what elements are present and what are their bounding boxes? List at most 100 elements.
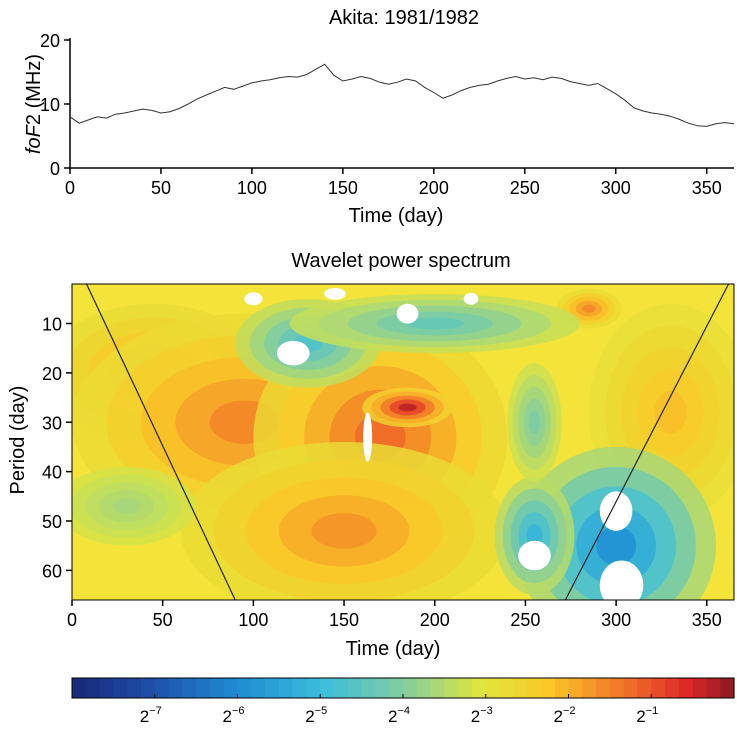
colorbar-cell <box>265 678 280 698</box>
colorbar-cell <box>140 678 156 698</box>
colorbar-cell <box>513 678 528 698</box>
wavelet-white-region <box>396 303 419 324</box>
wavelet-y-tick-label: 10 <box>42 315 62 335</box>
colorbar-cell <box>72 678 87 698</box>
colorbar-cell <box>375 678 390 698</box>
top-x-tick-label: 350 <box>692 178 722 198</box>
colorbar-cell <box>223 678 239 698</box>
wavelet-x-tick-label: 150 <box>329 610 359 630</box>
colorbar-cell <box>527 678 542 698</box>
wavelet-white-region <box>324 287 346 300</box>
colorbar-cell <box>127 678 142 698</box>
colorbar-tick-label: 2−5 <box>305 705 327 726</box>
colorbar-cell <box>237 678 252 698</box>
colorbar-cells <box>72 678 735 698</box>
wavelet-y-tick-label: 40 <box>42 463 62 483</box>
colorbar-cell <box>168 678 183 698</box>
top-chart-xlabel: Time (day) <box>349 205 444 227</box>
colorbar-cell <box>554 678 570 698</box>
colorbar-cell <box>499 678 514 698</box>
colorbar-cell <box>347 678 363 698</box>
wavelet-power-contour <box>112 498 141 515</box>
colorbar-cell <box>99 678 114 698</box>
wavelet-power-contour <box>405 317 464 330</box>
colorbar-cell <box>651 678 666 698</box>
colorbar-cell <box>251 678 266 698</box>
colorbar-cell <box>430 678 445 698</box>
wavelet-plot-area <box>72 284 734 600</box>
top-y-tick-label: 10 <box>40 95 60 115</box>
colorbar-cell <box>320 678 335 698</box>
wavelet-white-region <box>244 292 263 306</box>
top-x-tick-label: 150 <box>328 178 358 198</box>
colorbar-cell <box>416 678 432 698</box>
colorbar-cell <box>609 678 625 698</box>
colorbar-cell <box>458 678 473 698</box>
top-x-tick-label: 300 <box>601 178 631 198</box>
top-x-tick-label: 50 <box>151 178 171 198</box>
cone-of-influence-line <box>564 284 730 600</box>
colorbar-cell <box>444 678 459 698</box>
colorbar-cell <box>306 678 321 698</box>
top-y-tick-label: 20 <box>40 31 60 51</box>
colorbar-cell <box>706 678 721 698</box>
wavelet-y-tick-label: 20 <box>42 364 62 384</box>
wavelet-y-tick-label: 60 <box>42 561 62 581</box>
colorbar-cell <box>154 678 170 698</box>
colorbar-cell <box>196 678 211 698</box>
wavelet-x-tick-label: 350 <box>692 610 722 630</box>
top-x-tick-label: 200 <box>419 178 449 198</box>
wavelet-frame <box>71 283 735 601</box>
colorbar-cell <box>113 678 128 698</box>
wavelet-white-region <box>363 412 373 462</box>
wavelet-white-region <box>599 491 633 531</box>
colorbar-cell <box>568 678 583 698</box>
wavelet-white-region <box>276 340 310 366</box>
colorbar-tick-label: 2−4 <box>388 705 410 726</box>
colorbar-cell <box>334 678 349 698</box>
wavelet-x-ticks: 0 50 100 150 200 250 300 350 <box>67 600 722 630</box>
colorbar-cell <box>582 678 597 698</box>
wavelet-y-ticks: 10 20 30 40 50 60 <box>42 315 72 581</box>
colorbar-cell <box>278 678 294 698</box>
wavelet-power-contour <box>582 304 596 313</box>
colorbar-cell <box>403 678 418 698</box>
wavelet-x-tick-label: 250 <box>510 610 540 630</box>
foF2-chart: Akita: 1981/1982 foF2 (MHz) 0 10 20 0 50 100… <box>23 7 735 227</box>
colorbar-cell <box>209 678 225 698</box>
colorbar-cell <box>692 678 708 698</box>
top-y-ticks: 0 10 20 <box>40 31 70 179</box>
colorbar-tick-label: 2−6 <box>222 705 244 726</box>
wavelet-power-contour <box>654 390 687 435</box>
wavelet-chart-title: Wavelet power spectrum <box>291 250 510 272</box>
wavelet-power-regions <box>72 287 734 600</box>
top-x-ticks: 0 50 100 150 200 250 300 350 <box>65 168 722 198</box>
wavelet-y-tick-label: 30 <box>42 413 62 433</box>
colorbar: 2−7 2−6 2−5 2−4 2−3 2−2 2−1 <box>71 677 735 726</box>
colorbar-cell <box>665 678 680 698</box>
colorbar-cell <box>292 678 308 698</box>
colorbar-tick-label: 2−2 <box>553 705 575 726</box>
colorbar-cell <box>637 678 652 698</box>
colorbar-tick-label: 2−3 <box>471 705 493 726</box>
foF2-series-line <box>69 63 735 127</box>
wavelet-power-contour <box>529 410 540 435</box>
wavelet-white-region <box>518 540 551 571</box>
colorbar-cell <box>182 678 197 698</box>
wavelet-power-contour <box>596 525 637 566</box>
colorbar-cell <box>471 678 487 698</box>
cone-of-influence-line <box>85 284 236 600</box>
wavelet-x-tick-label: 0 <box>67 610 77 630</box>
wavelet-x-tick-label: 200 <box>420 610 450 630</box>
top-chart-title: Akita: 1981/1982 <box>329 7 479 29</box>
colorbar-cell <box>678 678 694 698</box>
colorbar-cell <box>485 678 501 698</box>
colorbar-cell <box>540 678 556 698</box>
colorbar-cell <box>85 678 101 698</box>
top-chart-ylabel: foF2 (MHz) <box>23 54 45 154</box>
colorbar-ticks: 2−7 2−6 2−5 2−4 2−3 2−2 2−1 <box>140 694 658 726</box>
colorbar-cell <box>623 678 639 698</box>
wavelet-white-region <box>599 560 644 600</box>
